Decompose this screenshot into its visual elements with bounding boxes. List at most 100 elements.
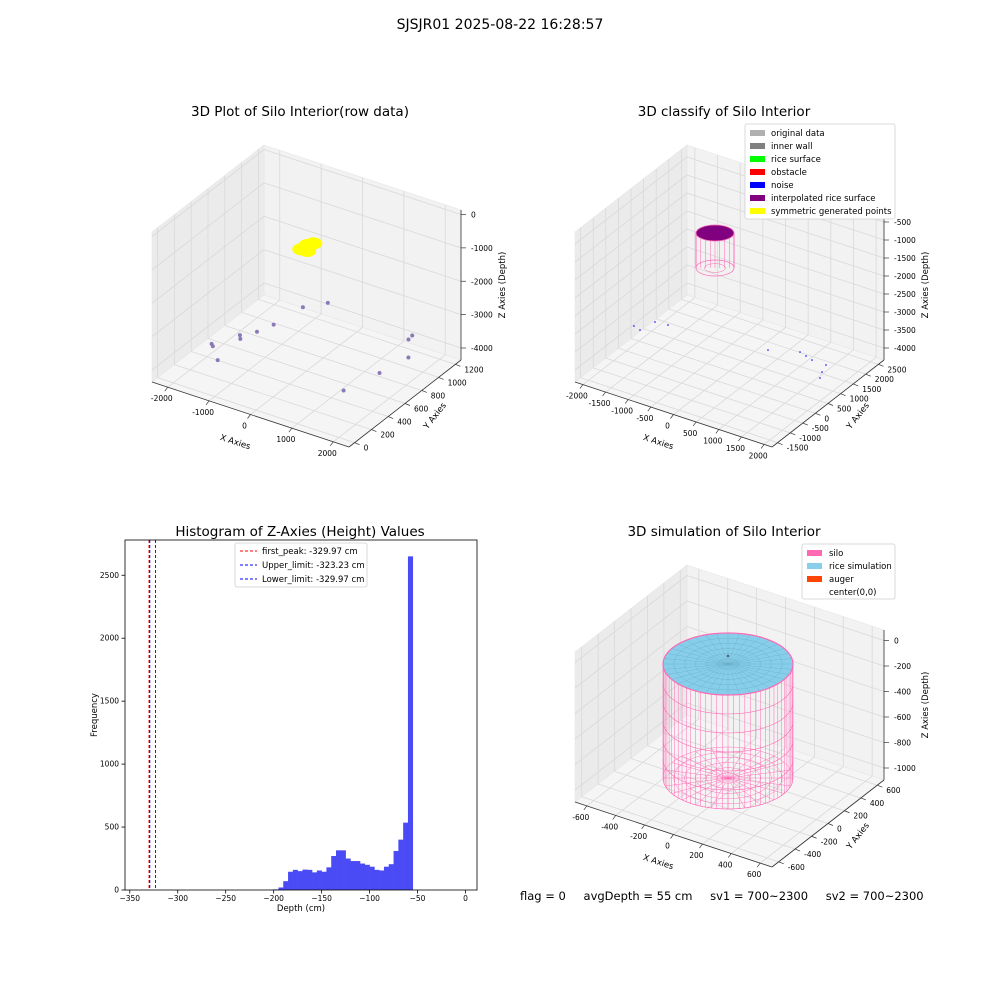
legend-swatch — [807, 550, 822, 556]
y-tick-label: 2500 — [100, 571, 119, 580]
y-tick-label: 500 — [837, 405, 852, 414]
silo-bottom-spoke — [681, 777, 729, 801]
figure-title: SJSJR01 2025-08-22 16:28:57 — [396, 17, 604, 33]
x-tick-label: −150 — [311, 894, 332, 903]
grid-line — [574, 228, 688, 317]
grid-line — [593, 367, 791, 434]
y-tick — [354, 442, 360, 445]
legend-box — [801, 543, 896, 600]
noise-point — [633, 325, 635, 327]
hist-bar — [407, 556, 414, 890]
x-tick-label: 0 — [242, 422, 247, 431]
grid-line — [263, 149, 462, 215]
x-tick-label: −350 — [119, 894, 140, 903]
grid-line — [258, 298, 456, 365]
x-tick-label: −200 — [263, 894, 284, 903]
x-tick-label: 0 — [665, 842, 670, 851]
noise-point — [811, 359, 813, 361]
y-tick-label: 0 — [114, 886, 119, 895]
grid-line — [263, 249, 462, 316]
x-tick-label: −250 — [215, 894, 236, 903]
symmetric-point — [292, 243, 311, 256]
y-tick-label: 1500 — [862, 385, 881, 394]
z-tick-label: -400 — [894, 688, 911, 697]
grid-line — [574, 282, 688, 371]
grid-line — [686, 192, 885, 259]
raw-point — [215, 358, 220, 363]
legend-label: Lower_limit: -329.97 cm — [262, 575, 364, 585]
noise-point — [821, 371, 823, 373]
grid-line — [686, 575, 885, 641]
grid-line — [580, 377, 778, 444]
z-tick-label: -2000 — [894, 272, 916, 281]
y-tick — [860, 797, 866, 801]
grid-line — [686, 210, 885, 277]
plot-frame — [124, 539, 478, 891]
hist-bar — [321, 871, 327, 890]
x-tick-label: 1500 — [726, 444, 745, 453]
y-tick-label: 200 — [380, 431, 395, 440]
y-tick-label: -600 — [788, 863, 805, 872]
grid-line — [581, 796, 779, 863]
x-tick-label: -2000 — [566, 392, 588, 401]
silo-ring — [662, 701, 794, 734]
legend-label: rice surface — [771, 155, 821, 165]
y-tick — [778, 861, 784, 865]
y-tick-label: 800 — [431, 391, 446, 400]
z-tick-label: -800 — [894, 739, 911, 748]
grid-line — [630, 338, 829, 404]
grid-line — [686, 282, 885, 349]
raw-point — [254, 329, 259, 334]
z-tick-label: -3000 — [894, 308, 916, 317]
legend-label: Upper_limit: -323.23 cm — [262, 561, 365, 571]
legend-label: center(0,0) — [829, 588, 877, 598]
legend-swatch — [750, 195, 765, 201]
x-tick — [247, 414, 251, 419]
y-tick-label: 0 — [824, 414, 829, 423]
grid-line — [643, 328, 841, 395]
x-tick — [164, 386, 169, 392]
grid-line — [151, 149, 265, 237]
noise-point — [805, 355, 807, 357]
x-tick-label: −300 — [167, 894, 188, 903]
z-tick-label: -200 — [894, 662, 911, 671]
x-tick — [699, 843, 703, 849]
grid-line — [263, 282, 462, 349]
silo-bottom-spoke — [671, 777, 729, 794]
hist-bar — [374, 869, 380, 890]
x-tick — [670, 834, 674, 839]
sv1-text: sv1 = 700~2300 — [710, 889, 809, 903]
raw-point — [210, 344, 215, 349]
legend-label: auger — [829, 575, 854, 585]
y-axis-label: Frequency — [90, 693, 100, 737]
silo-bottom-spoke — [710, 747, 729, 779]
z-axis-label: Z Axies (Depth) — [921, 672, 931, 739]
grid-line — [574, 174, 688, 263]
grid-line — [598, 783, 796, 850]
panel1-3d-scatter: -2000-1000010002000020040060080010001200… — [151, 144, 508, 458]
y-tick-label: -400 — [804, 850, 821, 859]
y-tick-label: 0 — [837, 825, 842, 834]
legend-box — [744, 123, 896, 220]
grid-line — [614, 770, 812, 837]
z-tick-label: -1000 — [471, 244, 493, 253]
x-tick-label: 500 — [683, 429, 698, 438]
x-tick — [647, 406, 652, 412]
y-tick — [795, 848, 801, 852]
y-tick — [455, 364, 461, 367]
grid-line — [207, 338, 406, 404]
z-tick-label: -1000 — [894, 764, 916, 773]
y-tick-label: 2000 — [875, 375, 894, 384]
x-tick-label: -1000 — [611, 407, 633, 416]
y-tick-label: 400 — [870, 799, 885, 808]
y-tick — [802, 422, 808, 426]
grid-line — [574, 264, 688, 353]
z-tick-label: -600 — [894, 713, 911, 722]
hist-bar — [316, 870, 322, 890]
silo-ring — [662, 682, 794, 715]
grid-line — [574, 210, 688, 299]
silo-bottom-spoke — [665, 777, 729, 787]
x-tick-label: −100 — [359, 894, 380, 903]
hist-bar — [340, 850, 346, 890]
y-tick-label: 1200 — [464, 365, 483, 374]
